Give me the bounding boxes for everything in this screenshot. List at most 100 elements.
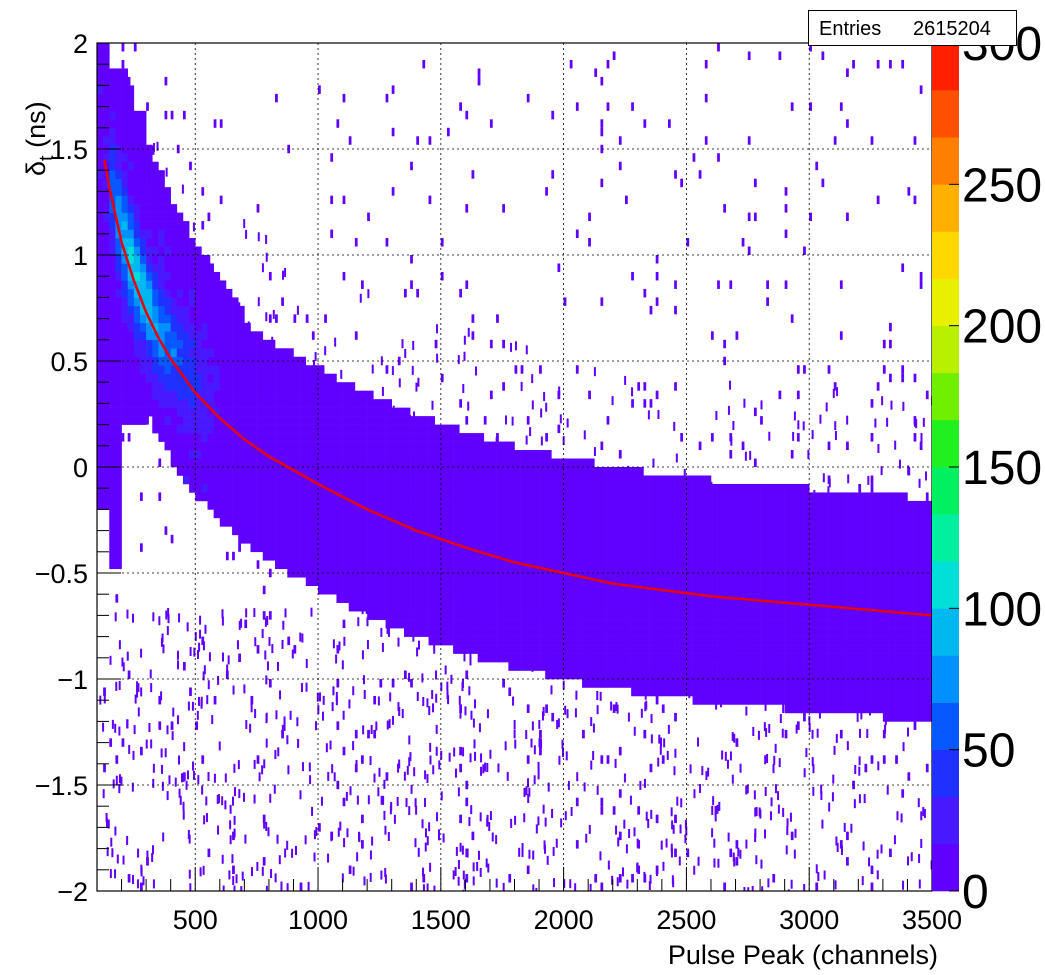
density-cell [870,517,878,527]
sparse-entry [755,855,758,865]
density-cell [453,585,460,595]
density-cell [164,433,171,442]
density-cell [176,373,184,383]
sparse-entry [265,675,268,685]
density-cell [176,339,184,349]
density-cell [864,577,871,587]
density-cell [305,433,313,442]
density-cell [643,670,650,680]
density-cell [760,526,767,536]
density-cell [262,483,270,493]
density-cell [403,560,411,570]
density-cell [612,509,620,519]
density-cell [311,433,319,442]
density-cell [649,645,657,654]
density-cell [772,619,779,629]
density-cell [275,551,282,561]
density-cell [385,93,389,103]
density-cell [747,526,755,536]
density-cell [299,458,307,468]
sparse-entry [177,755,180,765]
density-cell [594,628,601,637]
sparse-entry [495,835,498,845]
sparse-entry [546,665,549,675]
density-cell [532,577,540,587]
density-cell [465,551,472,561]
density-cell [901,679,908,688]
density-cell [582,670,589,680]
density-cell [139,127,147,137]
density-cell [176,467,184,476]
density-cell [606,467,614,476]
density-cell [895,755,898,764]
density-cell [846,594,853,603]
sparse-entry [321,711,324,721]
density-cell [686,551,693,561]
density-cell [526,662,534,671]
density-cell [747,585,755,595]
sparse-entry [458,695,461,705]
density-cell [631,475,638,485]
density-cell [889,543,896,553]
density-cell [809,704,816,714]
density-cell [397,594,405,603]
sparse-entry [164,748,167,758]
density-cell [600,882,604,891]
density-cell [164,390,171,400]
density-cell [557,619,564,629]
density-cell [489,509,497,519]
density-cell [612,636,620,646]
sparse-entry [366,640,369,650]
density-cell [551,492,558,502]
sparse-entry [728,641,731,651]
density-cell [667,560,675,570]
density-cell [729,492,736,502]
density-cell [422,59,426,69]
density-cell [152,246,159,256]
density-cell [483,594,491,603]
density-cell [311,560,319,570]
density-cell [667,483,675,493]
density-cell [735,577,742,587]
density-cell [514,526,521,536]
density-cell [833,568,841,578]
density-cell [207,373,214,383]
density-cell [471,331,475,340]
density-cell [361,500,368,510]
density-cell [913,585,921,595]
sparse-entry [424,770,427,780]
density-cell [311,577,319,587]
density-cell [354,585,362,595]
density-cell [790,568,798,578]
density-cell [772,611,779,620]
density-cell [428,450,435,459]
sparse-entry [418,640,421,650]
density-cell [115,238,122,247]
density-cell [600,670,607,680]
density-cell [551,712,555,722]
sparse-entry [148,722,151,732]
density-cell [489,645,497,654]
density-cell [182,365,190,375]
sparse-entry [216,794,219,804]
sparse-entry [118,774,121,784]
density-cell [618,136,622,145]
density-cell [839,645,847,654]
density-cell [115,424,122,434]
sparse-entry [697,737,700,747]
sparse-entry [178,788,181,798]
density-cell [195,399,202,408]
density-cell [796,704,804,714]
density-cell [649,577,657,587]
density-cell [330,441,337,451]
density-cell [453,458,460,468]
sparse-entry [611,875,614,885]
density-cell [477,636,485,646]
density-cell [692,628,699,637]
density-cell [796,695,804,705]
density-cell [735,653,742,663]
density-cell [569,467,577,476]
density-cell [667,492,675,502]
density-cell [416,450,423,459]
density-cell [232,314,239,324]
